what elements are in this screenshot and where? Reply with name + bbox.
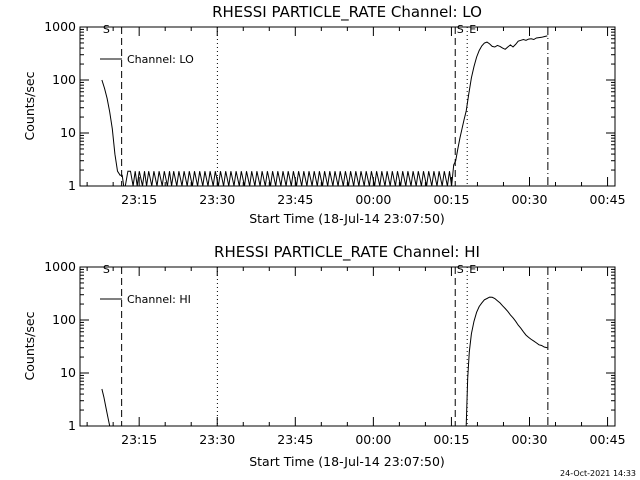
y-tick-label: 10 — [60, 125, 76, 140]
y-tick-label: 100 — [52, 312, 76, 327]
y-tick-label: 1000 — [44, 259, 76, 274]
event-lines — [121, 267, 549, 426]
event-lines — [121, 27, 549, 186]
x-axis-label: Start Time (18-Jul-14 23:07:50) — [249, 454, 445, 469]
x-tick-label: 00:30 — [511, 432, 547, 447]
x-tick-label: 23:45 — [277, 192, 313, 207]
x-tick-labels: 23:15 23:30 23:45 00:00 00:15 00:30 00:45 — [121, 432, 625, 447]
event-marker-s: S — [457, 23, 464, 36]
legend: Channel: LO — [100, 53, 194, 66]
x-axis-label: Start Time (18-Jul-14 23:07:50) — [249, 211, 445, 226]
x-tick-labels: 23:15 23:30 23:45 00:00 00:15 00:30 00:45 — [121, 192, 625, 207]
x-tick-label: 00:30 — [511, 192, 547, 207]
axis-ticks — [80, 26, 615, 187]
y-tick-label: 1000 — [44, 19, 76, 34]
x-tick-label: 23:30 — [199, 192, 235, 207]
y-axis-label: Counts/sec — [22, 311, 37, 380]
axis-ticks — [80, 266, 615, 427]
y-axis-label: Counts/sec — [22, 71, 37, 140]
y-tick-labels: 1 10 100 1000 — [44, 19, 76, 193]
y-tick-labels: 1 10 100 1000 — [44, 259, 76, 433]
y-tick-label: 100 — [52, 72, 76, 87]
chart-title: RHESSI PARTICLE_RATE Channel: HI — [214, 243, 480, 262]
x-tick-label: 00:15 — [433, 192, 469, 207]
event-marker-s: S — [457, 263, 464, 276]
series-line — [465, 296, 548, 427]
x-tick-label: 23:15 — [121, 192, 157, 207]
legend-label: Channel: LO — [127, 53, 194, 66]
event-marker-e: E — [469, 23, 476, 36]
x-tick-label: 00:00 — [355, 192, 391, 207]
x-tick-label: 00:00 — [355, 432, 391, 447]
y-tick-label: 1 — [68, 178, 76, 193]
plot-frame — [79, 26, 616, 187]
plot-frame — [79, 266, 616, 427]
series-line — [101, 388, 111, 427]
event-marker-s: S — [103, 263, 110, 276]
chart-panel-lo: RHESSI PARTICLE_RATE Channel: LO 1101001… — [22, 3, 626, 226]
y-tick-label: 10 — [60, 365, 76, 380]
y-tick-label: 1 — [68, 418, 76, 433]
series-line — [101, 35, 548, 187]
chart-title: RHESSI PARTICLE_RATE Channel: LO — [212, 3, 482, 22]
legend-label: Channel: HI — [127, 293, 191, 306]
series-group — [101, 296, 548, 427]
legend: Channel: HI — [100, 293, 191, 306]
timestamp-stamp: 24-Oct-2021 14:33 — [560, 469, 636, 478]
x-tick-label: 23:30 — [199, 432, 235, 447]
chart-panel-hi: RHESSI PARTICLE_RATE Channel: HI 1101001… — [22, 243, 626, 469]
event-marker-s: S — [103, 23, 110, 36]
x-tick-label: 23:15 — [121, 432, 157, 447]
event-marker-e: E — [469, 263, 476, 276]
x-tick-label: 23:45 — [277, 432, 313, 447]
x-tick-label: 00:45 — [590, 192, 626, 207]
series-group — [101, 35, 548, 187]
x-tick-label: 00:45 — [590, 432, 626, 447]
x-tick-label: 00:15 — [433, 432, 469, 447]
